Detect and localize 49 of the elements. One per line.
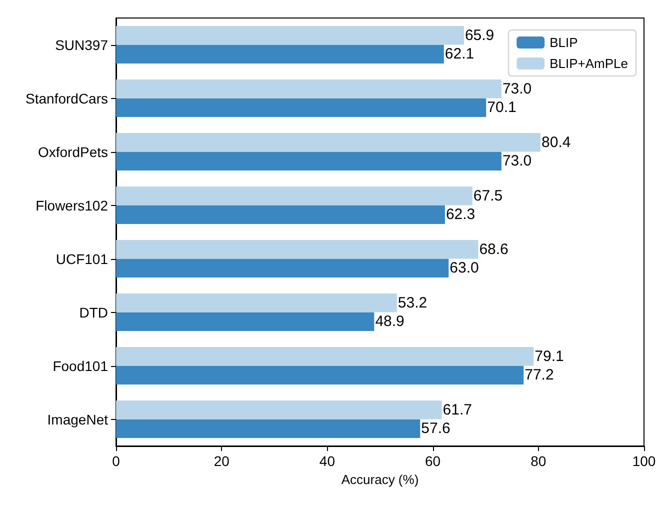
data-label: 48.9 [375,313,404,330]
bar [116,366,524,384]
bar [116,26,464,45]
y-tick-label: StanfordCars [26,90,108,106]
data-label: 80.4 [542,134,571,151]
bar [116,205,445,224]
bar [116,80,502,98]
y-tick-label: Food101 [52,358,108,374]
bar [116,312,374,331]
data-label: 77.2 [524,366,554,384]
y-tick-label: UCF101 [56,250,108,267]
legend-label: BLIP [550,35,578,50]
y-tick-label: Flowers102 [36,197,108,214]
y-tick-label: OxfordPets [38,144,108,160]
y-tick-label: ImageNet [47,411,108,428]
bar [116,347,534,366]
x-axis-title: Accuracy (%) [341,472,419,487]
bar [116,186,472,206]
data-label: 63.0 [450,260,479,277]
data-label: 67.5 [473,187,503,204]
x-tick-label: 80 [530,453,546,469]
bar [116,240,478,259]
data-label: 65.9 [464,26,494,44]
bar [116,419,420,438]
legend-label: BLIP+AmPLe [550,56,628,71]
y-tick-label: DTD [79,304,108,320]
x-tick-label: 20 [214,453,230,469]
data-label: 61.7 [442,401,472,418]
data-label: 73.0 [502,152,532,170]
data-label: 62.1 [444,46,474,63]
data-label: 73.0 [502,80,532,98]
data-label: 53.2 [398,294,428,312]
bar [116,44,444,64]
data-label: 70.1 [487,99,516,116]
bar [116,258,449,278]
x-tick-label: 60 [425,453,441,469]
x-tick-label: 0 [112,453,120,469]
bar [116,294,397,312]
data-label: 68.6 [479,240,508,258]
data-label: 79.1 [534,348,564,365]
x-tick-label: 100 [632,453,656,469]
bar [116,133,541,152]
x-tick-label: 40 [319,453,336,469]
bar [116,152,502,170]
y-tick-label: SUN397 [55,36,108,53]
data-label: 57.6 [421,420,450,438]
data-label: 62.3 [446,206,476,224]
bar [116,98,486,117]
bar [116,400,442,420]
